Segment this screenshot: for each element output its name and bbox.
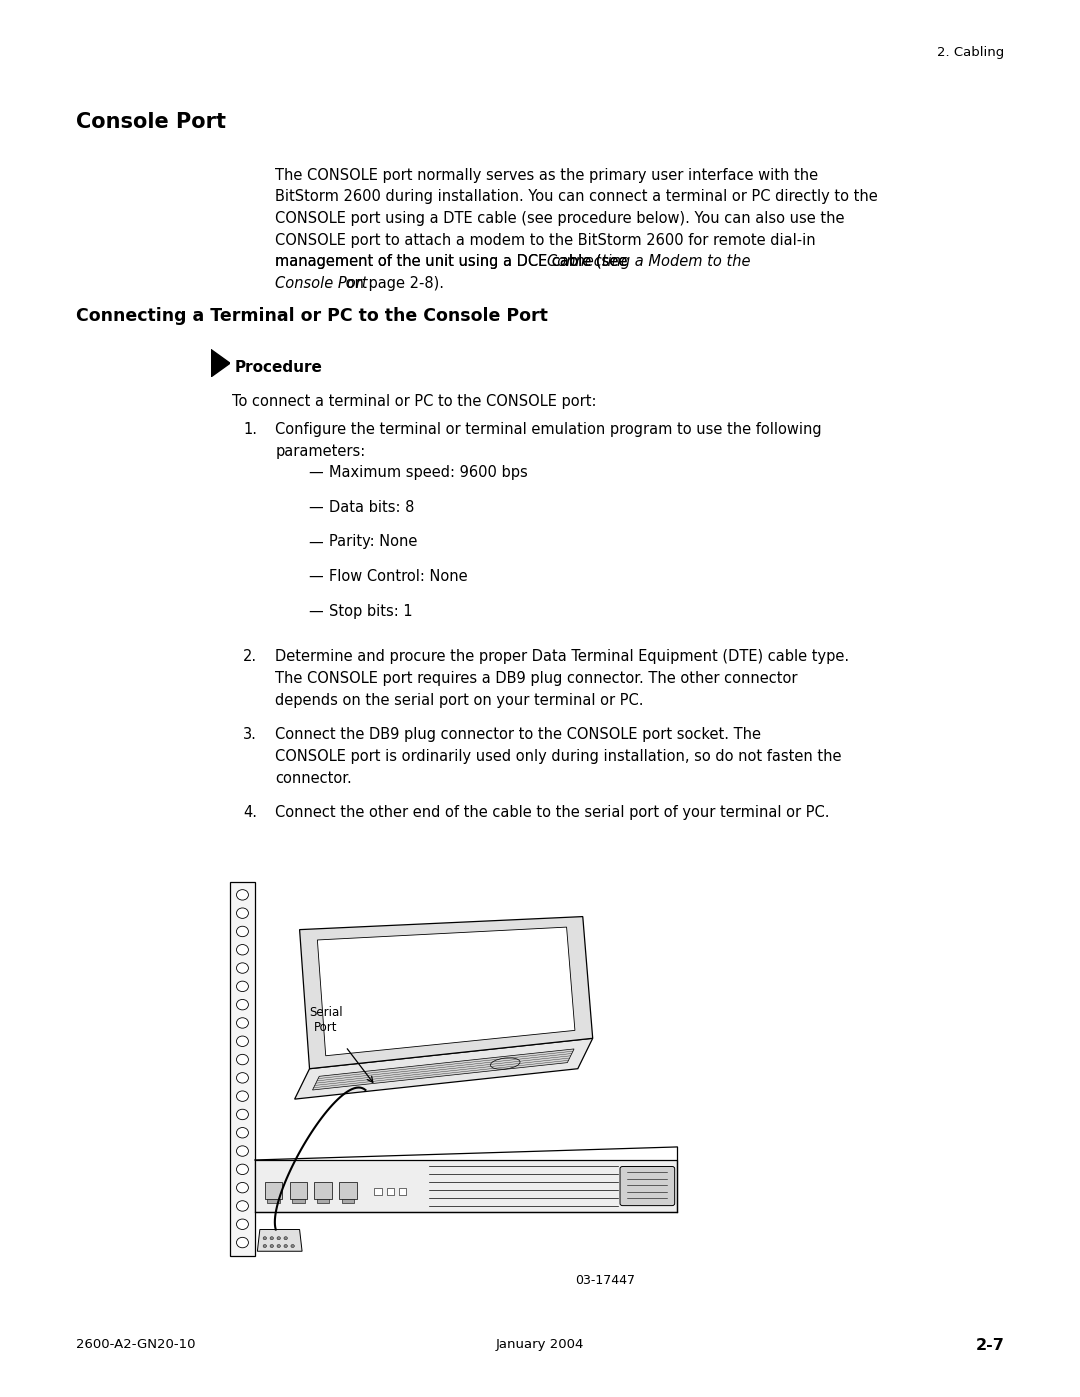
- Text: Connect the other end of the cable to the serial port of your terminal or PC.: Connect the other end of the cable to th…: [275, 805, 829, 820]
- Text: CONSOLE port is ordinarily used only during installation, so do not fasten the: CONSOLE port is ordinarily used only dur…: [275, 749, 842, 764]
- Bar: [230, 882, 255, 1256]
- Text: To connect a terminal or PC to the CONSOLE port:: To connect a terminal or PC to the CONSO…: [232, 394, 597, 409]
- Text: 2. Cabling: 2. Cabling: [937, 46, 1004, 59]
- Text: 4.: 4.: [243, 805, 257, 820]
- Polygon shape: [295, 1038, 593, 1099]
- Text: Serial
Port: Serial Port: [309, 1006, 342, 1034]
- Polygon shape: [211, 349, 230, 377]
- Circle shape: [270, 1245, 273, 1248]
- Circle shape: [237, 1182, 248, 1193]
- Text: management of the unit using a DCE cable (see: management of the unit using a DCE cable…: [275, 254, 633, 270]
- Text: Stop bits: 1: Stop bits: 1: [329, 604, 413, 619]
- FancyBboxPatch shape: [620, 1166, 675, 1206]
- Circle shape: [237, 999, 248, 1010]
- Text: January 2004: January 2004: [496, 1338, 584, 1351]
- Circle shape: [237, 1091, 248, 1101]
- Text: depends on the serial port on your terminal or PC.: depends on the serial port on your termi…: [275, 693, 644, 707]
- Circle shape: [237, 1109, 248, 1119]
- Text: CONSOLE port to attach a modem to the BitStorm 2600 for remote dial-in: CONSOLE port to attach a modem to the Bi…: [275, 233, 816, 247]
- Text: connector.: connector.: [275, 771, 352, 785]
- Circle shape: [276, 1245, 281, 1248]
- Text: Determine and procure the proper Data Terminal Equipment (DTE) cable type.: Determine and procure the proper Data Te…: [275, 650, 850, 664]
- Text: 03-17447: 03-17447: [575, 1274, 635, 1287]
- Bar: [289, 1182, 307, 1199]
- Circle shape: [237, 981, 248, 992]
- Text: Configure the terminal or terminal emulation program to use the following: Configure the terminal or terminal emula…: [275, 422, 822, 437]
- Bar: [292, 1199, 305, 1203]
- Text: Console Port: Console Port: [275, 277, 368, 291]
- Bar: [314, 1182, 332, 1199]
- Text: —: —: [308, 535, 323, 549]
- Text: Maximum speed: 9600 bps: Maximum speed: 9600 bps: [329, 465, 528, 481]
- Bar: [399, 1189, 406, 1194]
- Bar: [318, 1199, 329, 1203]
- Text: 2-7: 2-7: [975, 1338, 1004, 1354]
- Circle shape: [237, 1220, 248, 1229]
- Circle shape: [237, 1238, 248, 1248]
- Circle shape: [237, 908, 248, 918]
- Polygon shape: [257, 1229, 302, 1252]
- Bar: [339, 1182, 356, 1199]
- Text: Console Port: Console Port: [76, 112, 226, 131]
- Circle shape: [237, 1055, 248, 1065]
- Text: Parity: None: Parity: None: [329, 535, 418, 549]
- Text: The CONSOLE port requires a DB9 plug connector. The other connector: The CONSOLE port requires a DB9 plug con…: [275, 671, 798, 686]
- Text: Data bits: 8: Data bits: 8: [329, 500, 415, 515]
- Text: BitStorm 2600 during installation. You can connect a terminal or PC directly to : BitStorm 2600 during installation. You c…: [275, 190, 878, 204]
- Circle shape: [237, 1201, 248, 1211]
- Circle shape: [264, 1236, 267, 1239]
- Text: 2.: 2.: [243, 650, 257, 664]
- Polygon shape: [312, 1049, 575, 1090]
- Polygon shape: [318, 928, 575, 1056]
- Circle shape: [237, 963, 248, 974]
- Text: Connecting a Terminal or PC to the Console Port: Connecting a Terminal or PC to the Conso…: [76, 307, 548, 326]
- Circle shape: [284, 1236, 287, 1239]
- Circle shape: [276, 1236, 281, 1239]
- Bar: [268, 1199, 280, 1203]
- Polygon shape: [299, 916, 593, 1069]
- FancyBboxPatch shape: [255, 1160, 677, 1213]
- Text: CONSOLE port using a DTE cable (see procedure below). You can also use the: CONSOLE port using a DTE cable (see proc…: [275, 211, 845, 226]
- Text: management of the unit using a DCE cable (see: management of the unit using a DCE cable…: [275, 254, 633, 270]
- Text: —: —: [308, 500, 323, 515]
- Text: Procedure: Procedure: [234, 360, 322, 376]
- Circle shape: [237, 926, 248, 936]
- Text: Flow Control: None: Flow Control: None: [329, 569, 468, 584]
- Circle shape: [237, 1037, 248, 1046]
- Circle shape: [237, 1146, 248, 1157]
- Text: Connect the DB9 plug connector to the CONSOLE port socket. The: Connect the DB9 plug connector to the CO…: [275, 728, 761, 742]
- Text: —: —: [308, 569, 323, 584]
- Bar: [265, 1182, 282, 1199]
- Bar: [374, 1189, 381, 1194]
- Circle shape: [237, 944, 248, 956]
- Circle shape: [237, 1018, 248, 1028]
- Text: 3.: 3.: [243, 728, 257, 742]
- Circle shape: [237, 1164, 248, 1175]
- Text: 1.: 1.: [243, 422, 257, 437]
- Text: —: —: [308, 465, 323, 481]
- Text: on page 2-8).: on page 2-8).: [341, 277, 444, 291]
- Circle shape: [237, 1127, 248, 1139]
- Bar: [341, 1199, 354, 1203]
- Text: The CONSOLE port normally serves as the primary user interface with the: The CONSOLE port normally serves as the …: [275, 168, 819, 183]
- Circle shape: [291, 1245, 295, 1248]
- Circle shape: [237, 890, 248, 900]
- Text: —: —: [308, 604, 323, 619]
- Circle shape: [237, 1073, 248, 1083]
- Text: parameters:: parameters:: [275, 444, 366, 458]
- Circle shape: [270, 1236, 273, 1239]
- Circle shape: [284, 1245, 287, 1248]
- Text: 2600-A2-GN20-10: 2600-A2-GN20-10: [76, 1338, 195, 1351]
- Circle shape: [264, 1245, 267, 1248]
- Text: Connecting a Modem to the: Connecting a Modem to the: [548, 254, 751, 270]
- Bar: [387, 1189, 394, 1194]
